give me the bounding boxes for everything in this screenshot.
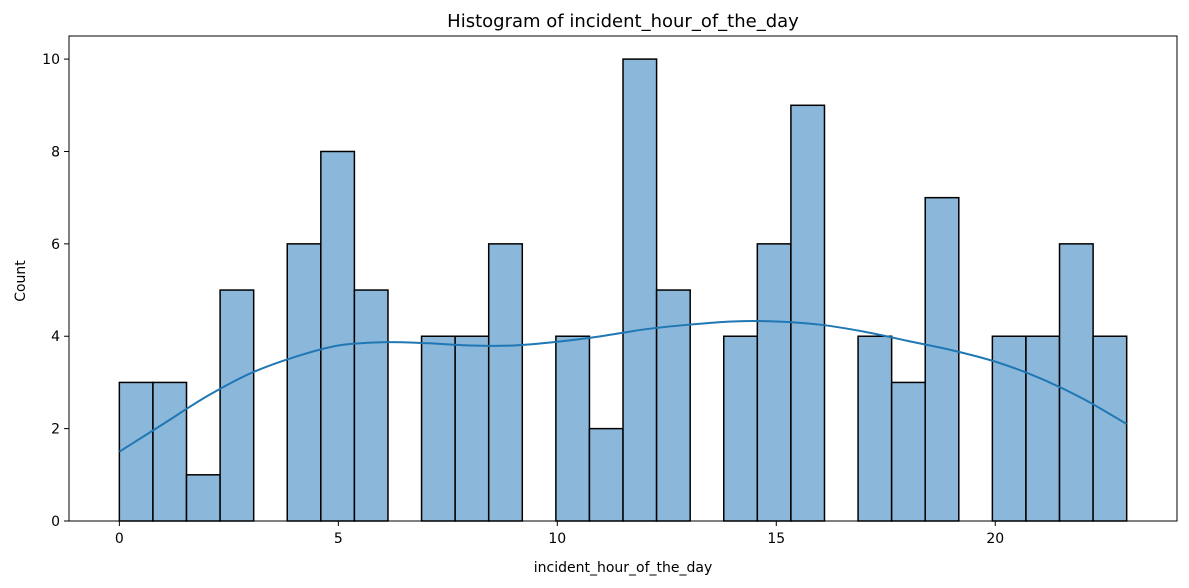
y-tick-label-8: 8 <box>51 144 60 160</box>
plot-frame <box>68 35 1178 522</box>
histogram-bar-27 <box>1025 335 1061 522</box>
y-axis-label: Count <box>13 260 29 302</box>
y-tick-label-4: 4 <box>51 329 60 345</box>
kde-curve <box>118 320 1128 453</box>
histogram-bar-16 <box>655 289 691 522</box>
histogram-bar-24 <box>924 196 960 522</box>
histogram-bar-15 <box>622 58 658 522</box>
x-tick-label-5: 5 <box>334 531 343 547</box>
histogram-bar-19 <box>756 243 792 522</box>
x-tick-label-15: 15 <box>767 531 785 547</box>
histogram-bar-28 <box>1058 243 1094 522</box>
histogram-bar-23 <box>890 381 926 522</box>
histogram-bar-1 <box>152 381 188 522</box>
histogram-bar-9 <box>420 335 456 522</box>
histogram-bar-10 <box>454 335 490 522</box>
histogram-bar-18 <box>723 335 759 522</box>
histogram-bar-6 <box>320 150 356 522</box>
y-tick-label-0: 0 <box>51 514 60 530</box>
histogram-bar-22 <box>857 335 893 522</box>
histogram-bar-20 <box>790 104 826 522</box>
histogram-bar-3 <box>219 289 255 522</box>
histogram-bar-2 <box>185 474 221 522</box>
histogram-bar-29 <box>1092 335 1128 522</box>
histogram-bar-5 <box>286 243 322 522</box>
x-tick-label-0: 0 <box>115 531 124 547</box>
y-axis: 0 2 4 6 8 10 <box>42 52 69 530</box>
histogram-bar-11 <box>487 243 524 522</box>
histogram-bar-13 <box>555 335 591 522</box>
x-tick-label-10: 10 <box>548 531 566 547</box>
x-axis: 0 5 10 15 20 <box>115 521 1004 547</box>
histogram-bar-26 <box>991 335 1027 522</box>
histogram-bar-7 <box>353 289 389 522</box>
y-tick-label-2: 2 <box>51 422 60 438</box>
histogram-bar-0 <box>118 381 154 522</box>
chart-title: Histogram of incident_hour_of_the_day <box>447 11 799 32</box>
y-tick-label-10: 10 <box>42 52 60 68</box>
histogram-bar-14 <box>588 427 624 522</box>
bars-layer <box>118 58 1128 522</box>
x-axis-label: incident_hour_of_the_day <box>534 560 713 576</box>
y-tick-label-6: 6 <box>51 237 60 253</box>
x-tick-label-20: 20 <box>986 531 1004 547</box>
kde-layer <box>118 320 1128 453</box>
